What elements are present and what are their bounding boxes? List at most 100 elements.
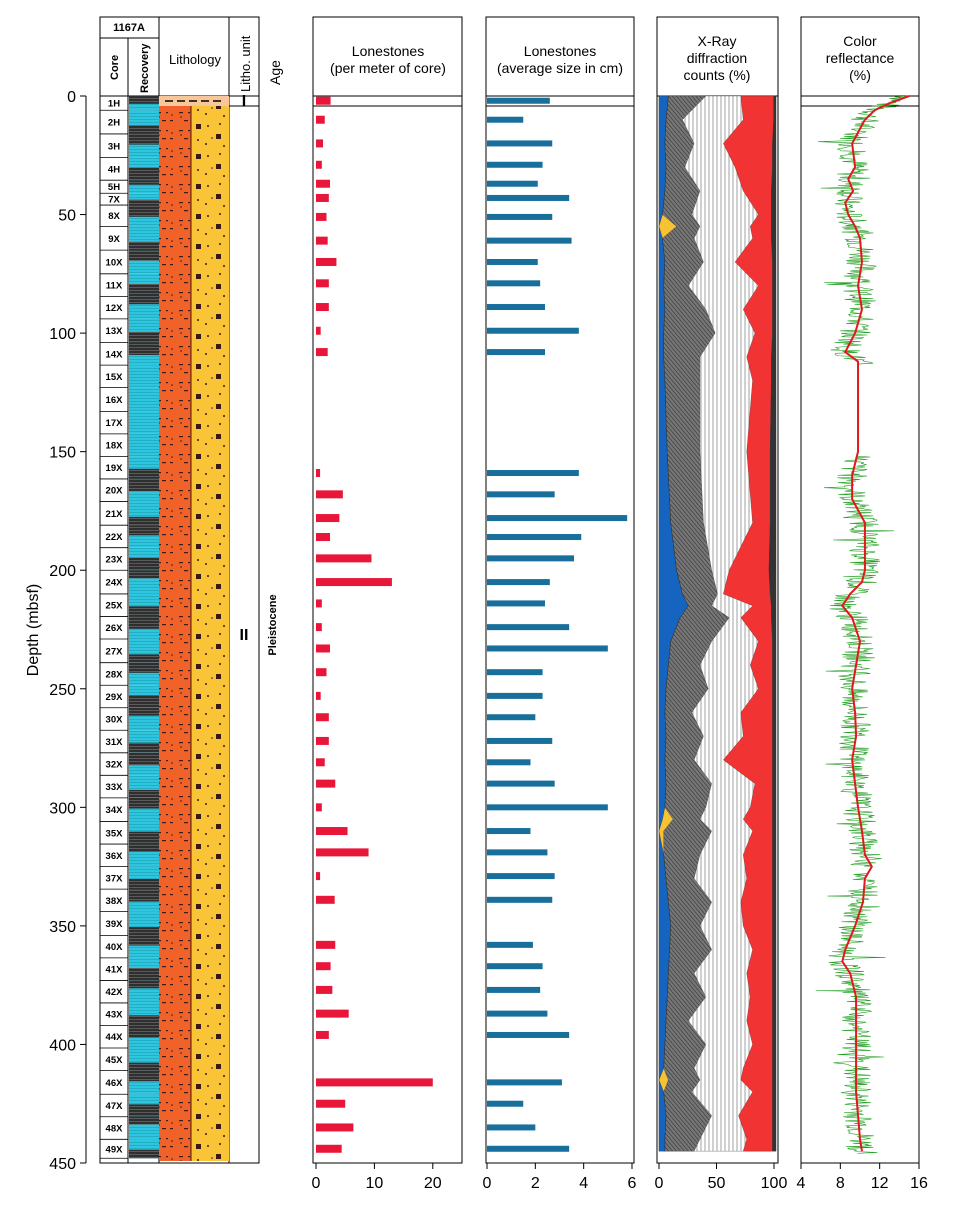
recovery-dark-segment: [129, 707, 159, 716]
lonestone-size-bar: [487, 780, 555, 787]
lonestone-size-bar: [487, 1100, 524, 1107]
lonestone-size-bar: [487, 849, 548, 856]
lonestone-size-bar: [487, 140, 553, 147]
recovery-dark-segment: [129, 889, 159, 902]
lithology-label: Lithology: [169, 52, 222, 67]
lonestone-count-bar: [316, 623, 322, 632]
recovery-dark-segment: [129, 797, 159, 809]
core-label: 48X: [106, 1124, 124, 1135]
recovery-dark-segment: [129, 331, 159, 343]
x-axes: 0 10 20 0 2 4 6 0 50 100 4 8 12 16: [312, 1162, 928, 1192]
core-label: 7X: [108, 195, 120, 206]
core-label: 26X: [106, 623, 124, 634]
core-label: Core: [109, 55, 121, 80]
core-label: 19X: [106, 463, 124, 474]
recovery-segment: [129, 411, 159, 434]
lonestone-size-bar: [487, 692, 543, 699]
lonestone-size-bar: [487, 986, 541, 993]
core-label: 49X: [106, 1144, 124, 1155]
core-label: 43X: [106, 1010, 124, 1021]
size-axis-tick-label: 2: [531, 1175, 540, 1192]
recovery-dark-segment: [129, 296, 159, 305]
recovery-dark-segment: [129, 1116, 159, 1125]
lonestone-size-bar: [487, 828, 531, 835]
recovery-dark-segment: [129, 980, 159, 989]
lonestone-count-bar: [316, 279, 329, 288]
lonestone-count-bar: [316, 758, 325, 767]
recovery-dark-segment: [129, 1015, 159, 1026]
lonestone-size-bar: [487, 470, 579, 477]
depth-tick-label: 100: [49, 326, 76, 343]
core-label: 44X: [106, 1032, 124, 1043]
lonestone-size-bars: [487, 97, 628, 1152]
lonestone-count-bar: [316, 193, 329, 202]
depth-axis: Depth (mbsf) 0 50 100 150 200 250 300 350 400 450: [25, 89, 87, 1173]
lonestone-size-title: Lonestones (average size in cm): [497, 43, 623, 76]
lonestone-count-bar: [316, 940, 336, 949]
core-label: 22X: [106, 532, 124, 543]
lonestone-size-bar: [487, 534, 582, 541]
core-label: 29X: [106, 692, 124, 703]
reflectance-smoothed-line: [841, 95, 910, 1152]
lonestone-count-bar: [316, 514, 340, 523]
core-label: 14X: [106, 349, 124, 360]
lonestone-count-bar: [316, 668, 327, 677]
lonestone-count-bar: [316, 1009, 349, 1018]
lonestone-size-bar: [487, 579, 550, 586]
lonestone-count-bar: [316, 348, 328, 357]
lonestone-count-panel: Lonestones (per meter of core): [312, 16, 463, 1164]
title-line: (%): [849, 67, 871, 83]
recovery-dark-segment: [129, 478, 159, 492]
lonestone-size-bar: [487, 624, 570, 631]
lonestone-count-bar: [316, 115, 325, 124]
recovery-dark-segment: [129, 342, 159, 355]
site-label: 1167A: [113, 22, 145, 34]
size-axis-tick-label: 6: [628, 1175, 637, 1192]
core-label: 2H: [108, 118, 120, 129]
recovery-dark-segment: [129, 570, 159, 579]
core-label: 10X: [106, 257, 124, 268]
core-label: 1H: [108, 99, 120, 110]
recovery-dark-segment: [129, 205, 159, 217]
core-label: 45X: [106, 1055, 124, 1066]
title-line: Color: [843, 33, 877, 49]
core-label: 16X: [106, 395, 124, 406]
lonestone-size-bar: [487, 555, 574, 562]
recovery-dark-segment: [129, 935, 159, 946]
core-label: 34X: [106, 805, 124, 816]
lonestone-count-bar: [316, 257, 337, 266]
recovery-dark-segment: [129, 1025, 159, 1038]
lithology-orange-band: [159, 106, 191, 1161]
lonestone-count-bar: [316, 779, 336, 788]
lonestone-count-bar: [316, 1078, 433, 1087]
core-label: 28X: [106, 669, 124, 680]
recovery-dark-segment: [129, 1149, 159, 1159]
core-label: 24X: [106, 578, 124, 589]
lonestone-count-bar: [316, 160, 322, 169]
lonestone-size-bar: [487, 327, 579, 334]
core-label: 38X: [106, 896, 124, 907]
recovery-dark-segment: [129, 557, 159, 571]
title-line: (per meter of core): [330, 60, 446, 76]
lonestone-count-bar: [316, 1030, 329, 1039]
lonestone-size-bar: [487, 1124, 536, 1131]
reflectance-panel: Color reflectance (%): [800, 16, 920, 1164]
title-line: counts (%): [684, 67, 751, 83]
recovery-dark-segment: [129, 96, 159, 104]
recovery-dark-segment: [129, 180, 159, 185]
recovery-dark-segment: [129, 167, 159, 181]
core-label: 46X: [106, 1078, 124, 1089]
core-label: 13X: [106, 326, 124, 337]
recovery-segment: [129, 387, 159, 412]
lonestone-size-bar: [487, 1145, 570, 1152]
recovery-dark-segment: [129, 525, 159, 536]
lonestone-count-bar: [316, 554, 372, 563]
lonestone-count-bar: [316, 827, 348, 836]
lonestone-size-bar: [487, 97, 550, 104]
recovery-dark-segment: [129, 1104, 159, 1117]
title-line: Lonestones: [352, 43, 424, 59]
lonestone-size-bar: [487, 194, 570, 201]
lonestone-size-bar: [487, 669, 543, 676]
depth-axis-label: Depth (mbsf): [25, 584, 42, 676]
lonestone-count-bar: [316, 713, 329, 722]
